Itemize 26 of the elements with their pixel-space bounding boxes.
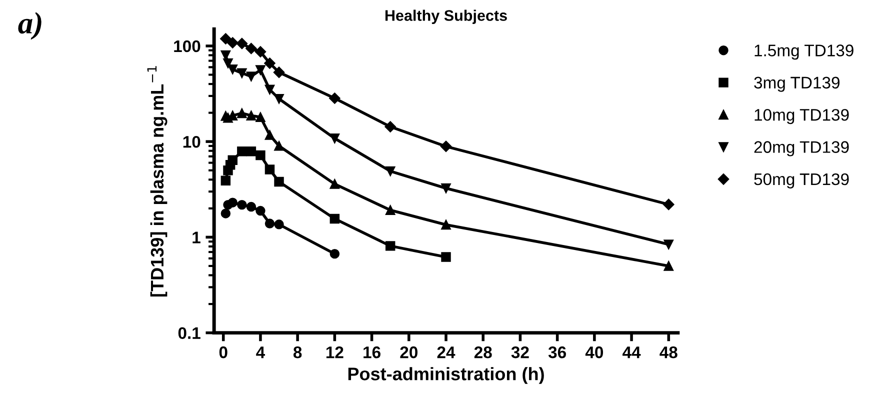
legend-label: 10mg TD139: [754, 108, 849, 124]
x-tick-label: 48: [660, 346, 678, 358]
y-tick-label: 0.1: [178, 327, 200, 340]
x-axis-title: Post-administration (h): [348, 367, 544, 384]
x-tick-label: 36: [548, 346, 566, 358]
text: a): [18, 12, 42, 40]
y-tick-label: 10: [183, 136, 200, 148]
chart-title: Healthy Subjects: [385, 10, 507, 24]
legend-label: 50mg TD139: [754, 173, 849, 188]
legend-label: 20mg TD139: [754, 141, 849, 156]
x-tick-label: 44: [622, 346, 641, 358]
y-tick-label: 100: [174, 40, 200, 52]
x-tick-label: 16: [364, 346, 380, 358]
y-tick-label: 1: [192, 232, 200, 244]
x-tick-label: 8: [293, 346, 302, 358]
y-axis-title: [TD139] in plasma ng.mL$^{−1}$: [147, 66, 168, 296]
x-tick-label: 32: [511, 346, 529, 358]
x-tick-label: 4: [256, 346, 266, 358]
x-tick-label: 24: [437, 346, 456, 358]
x-tick-label: 28: [474, 346, 492, 358]
legend-label: 1.5mg TD139: [754, 44, 854, 60]
x-tick-label: 20: [400, 346, 418, 358]
legend-label: 3mg TD139: [754, 76, 840, 92]
x-tick-label: 12: [326, 346, 344, 358]
x-tick-label: 40: [585, 346, 604, 358]
x-tick-label: 0: [219, 346, 228, 358]
